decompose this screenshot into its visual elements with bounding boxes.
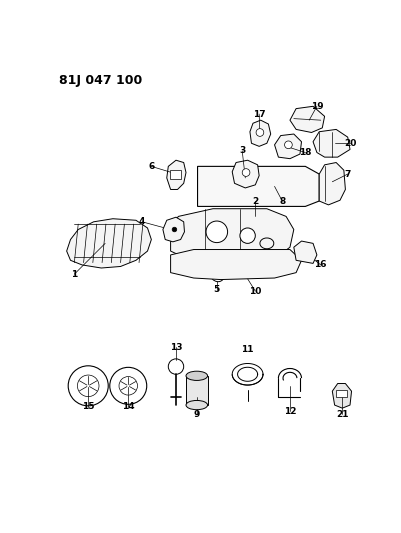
Text: 9: 9: [193, 410, 199, 419]
Text: 7: 7: [344, 169, 350, 179]
Text: 81J 047 100: 81J 047 100: [59, 74, 142, 87]
Text: 19: 19: [310, 102, 322, 111]
Text: 14: 14: [122, 402, 134, 411]
Text: 20: 20: [343, 139, 355, 148]
Bar: [169, 170, 180, 179]
Circle shape: [239, 228, 255, 244]
Polygon shape: [332, 384, 351, 408]
Text: 12: 12: [283, 407, 296, 416]
Text: 6: 6: [148, 162, 154, 171]
Text: 11: 11: [241, 345, 253, 354]
Circle shape: [205, 221, 227, 243]
Polygon shape: [170, 209, 293, 263]
Ellipse shape: [186, 371, 207, 381]
Text: 4: 4: [139, 217, 145, 227]
Text: 13: 13: [169, 343, 182, 352]
Polygon shape: [289, 106, 324, 133]
Ellipse shape: [208, 259, 225, 281]
Polygon shape: [318, 163, 344, 205]
Text: 10: 10: [249, 287, 261, 296]
Bar: [186, 376, 207, 405]
Polygon shape: [166, 160, 186, 189]
Text: 5: 5: [213, 285, 219, 294]
Polygon shape: [312, 130, 349, 157]
Polygon shape: [170, 249, 301, 280]
Circle shape: [242, 168, 249, 176]
Text: 18: 18: [298, 148, 311, 157]
Text: 17: 17: [252, 109, 265, 118]
Circle shape: [255, 128, 263, 136]
Polygon shape: [162, 217, 184, 242]
Circle shape: [119, 377, 137, 395]
Polygon shape: [67, 219, 151, 268]
Text: 21: 21: [335, 410, 348, 419]
Text: 3: 3: [239, 147, 245, 156]
Text: 16: 16: [314, 261, 326, 269]
Polygon shape: [197, 166, 318, 206]
Bar: [335, 390, 346, 398]
Circle shape: [77, 375, 99, 397]
Ellipse shape: [186, 400, 207, 410]
Circle shape: [68, 366, 108, 406]
Text: 2: 2: [251, 197, 258, 206]
Polygon shape: [232, 160, 259, 188]
Text: 15: 15: [82, 402, 94, 411]
Text: 8: 8: [278, 197, 285, 206]
Polygon shape: [293, 241, 316, 263]
Polygon shape: [274, 134, 301, 159]
Polygon shape: [249, 120, 270, 147]
Circle shape: [168, 359, 183, 374]
Circle shape: [284, 141, 292, 149]
Circle shape: [109, 367, 146, 405]
Text: 1: 1: [71, 270, 77, 279]
Circle shape: [172, 227, 176, 232]
